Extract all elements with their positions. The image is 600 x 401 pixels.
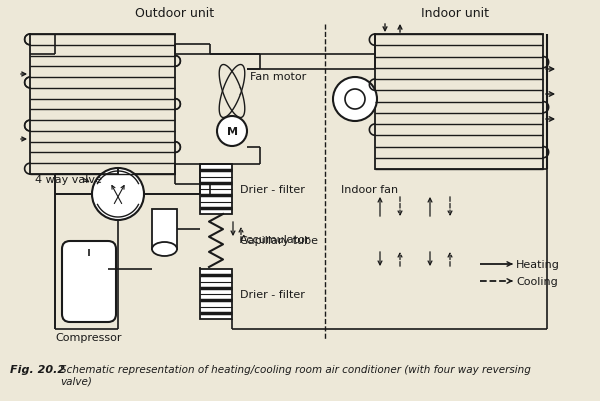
Circle shape	[217, 117, 247, 147]
Text: Accumulator: Accumulator	[240, 235, 311, 244]
Bar	[200, 269, 232, 319]
Text: Drier - filter: Drier - filter	[240, 289, 305, 299]
Text: Cooling: Cooling	[516, 276, 558, 286]
Text: 4 way valve: 4 way valve	[35, 174, 102, 184]
Text: Indoor fan: Indoor fan	[341, 184, 398, 194]
Text: Fig. 20.2: Fig. 20.2	[10, 364, 65, 374]
Ellipse shape	[152, 242, 177, 256]
Text: Capillary tube: Capillary tube	[240, 236, 318, 246]
Text: M: M	[227, 127, 238, 137]
Text: Fan motor: Fan motor	[250, 72, 306, 82]
Bar	[152, 209, 177, 249]
Bar	[30, 35, 175, 174]
Text: Indoor unit: Indoor unit	[421, 7, 489, 20]
Circle shape	[92, 168, 144, 221]
Text: Compressor: Compressor	[56, 332, 122, 342]
Text: Drier - filter: Drier - filter	[240, 184, 305, 194]
Bar	[200, 164, 232, 215]
Text: Schematic representation of heating/cooling room air conditioner (with four way : Schematic representation of heating/cool…	[60, 364, 531, 386]
Circle shape	[333, 78, 377, 122]
Bar	[375, 35, 543, 170]
Text: Outdoor unit: Outdoor unit	[136, 7, 215, 20]
FancyBboxPatch shape	[62, 241, 116, 322]
Text: Heating: Heating	[516, 259, 560, 269]
